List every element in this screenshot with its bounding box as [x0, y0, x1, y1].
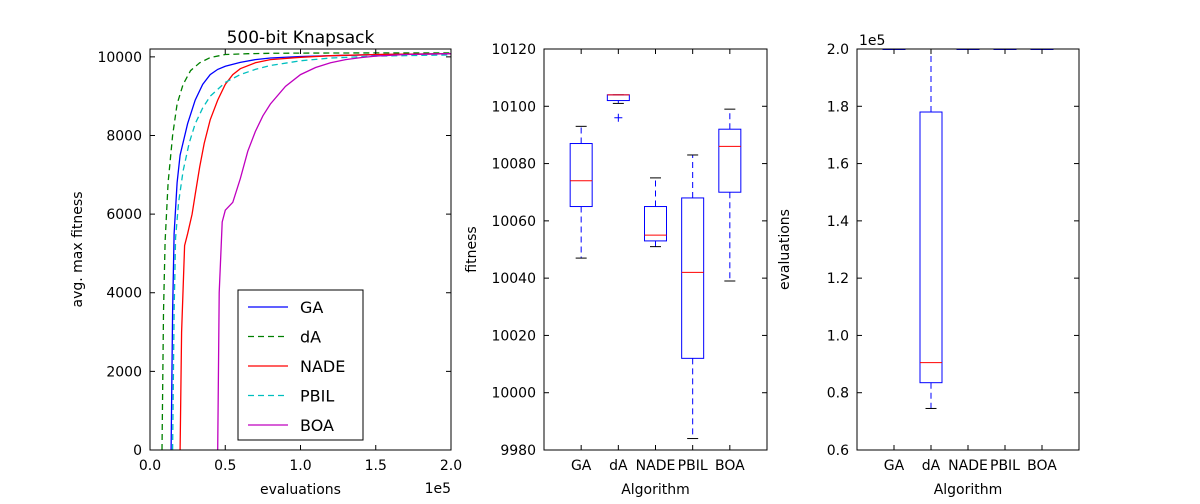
x-tick-label: PBIL	[678, 458, 708, 474]
x-tick-label: 2.0	[440, 458, 462, 474]
y-axis-label: evaluations	[777, 209, 793, 290]
y-tick-label: 4000	[106, 286, 142, 302]
y-tick-label: 0	[133, 443, 142, 459]
y-tick-label: 10000	[491, 386, 536, 402]
x-tick-label: GA	[884, 458, 905, 474]
y-tick-label: 8000	[106, 128, 142, 144]
y-tick-label: 1.6	[827, 157, 849, 173]
box-iqr	[681, 197, 705, 359]
box-da	[919, 48, 943, 409]
legend: GA dA NADE PBIL BOA	[237, 289, 364, 441]
y-tick-label: 0.8	[827, 386, 849, 402]
x-tick-label: NADE	[636, 458, 676, 474]
box-ga	[569, 125, 593, 259]
line-chart-panel: 0.0 0.5 1.0 1.5 2.0 0 2000 4000 6000 8000 10000 500…	[70, 28, 462, 498]
box-boa	[718, 108, 742, 282]
evaluations-boxplot-panel: GA dA NADE PBIL BOA 0.6 0.8 1.0 1.2 1.4 1.6 1.8 2.0 A…	[777, 33, 1080, 498]
y-tick-label: 9980	[500, 443, 536, 459]
y-tick-label: 10120	[491, 42, 536, 58]
legend-label-nade: NADE	[300, 357, 345, 376]
x-axis-label: Algorithm	[934, 482, 1003, 498]
legend-label-da: dA	[300, 328, 321, 347]
x-tick-label: 0.5	[214, 458, 236, 474]
y-tick-label: 1.8	[827, 99, 849, 115]
y-tick-label: 2.0	[827, 42, 849, 58]
y-tick-label: 10100	[491, 99, 536, 115]
fitness-boxplot-panel: GA dA NADE PBIL BOA 9980 10000 10020 10040 10060 1…	[464, 42, 768, 498]
x-tick-label: PBIL	[990, 458, 1020, 474]
y-axis-label: avg. max fitness	[70, 192, 86, 308]
x-tick-label: GA	[571, 458, 592, 474]
x-tick-label: dA	[609, 458, 628, 474]
series-line-da	[161, 52, 451, 450]
y-tick-label: 10020	[491, 328, 536, 344]
box-iqr	[606, 94, 630, 102]
y-tick-label: 6000	[106, 207, 142, 223]
y-tick-label: 10000	[97, 50, 142, 66]
y-tick-label: 2000	[106, 364, 142, 380]
series-line-nade	[179, 53, 451, 450]
outlier-marker	[614, 113, 623, 122]
y-tick-label: 10080	[491, 157, 536, 173]
x-tick-label: 1.0	[289, 458, 311, 474]
y-tick-label: 10040	[491, 271, 536, 287]
y-multiplier-label: 1e5	[859, 33, 885, 49]
box-iqr	[919, 111, 943, 384]
legend-label-ga: GA	[300, 298, 323, 317]
x-axis-label: evaluations	[260, 482, 341, 498]
x-multiplier-label: 1e5	[425, 481, 451, 497]
y-tick-label: 1.2	[827, 271, 849, 287]
x-tick-label: NADE	[948, 458, 988, 474]
y-tick-label: 0.6	[827, 443, 849, 459]
series-line-boa	[217, 53, 451, 450]
chart-title: 500-bit Knapsack	[227, 28, 375, 48]
x-axis-label: Algorithm	[621, 482, 690, 498]
box-da	[606, 94, 630, 122]
x-tick-label: BOA	[1027, 458, 1057, 474]
plot-frame	[856, 48, 1080, 451]
box-iqr	[644, 206, 667, 242]
y-tick-label: 1.0	[827, 328, 849, 344]
y-axis-label: fitness	[464, 226, 480, 272]
legend-label-boa: BOA	[300, 416, 334, 435]
x-tick-label: 1.5	[365, 458, 387, 474]
x-tick-label: BOA	[715, 458, 745, 474]
box-pbil	[681, 154, 705, 440]
y-tick-label: 10060	[491, 214, 536, 230]
y-tick-label: 1.4	[827, 214, 849, 230]
x-tick-label: dA	[922, 458, 941, 474]
box-nade	[644, 177, 667, 248]
box-iqr	[718, 128, 742, 193]
legend-label-pbil: PBIL	[300, 387, 334, 406]
box-iqr	[569, 143, 593, 208]
x-tick-label: 0.0	[139, 458, 161, 474]
legend-box	[237, 289, 364, 441]
